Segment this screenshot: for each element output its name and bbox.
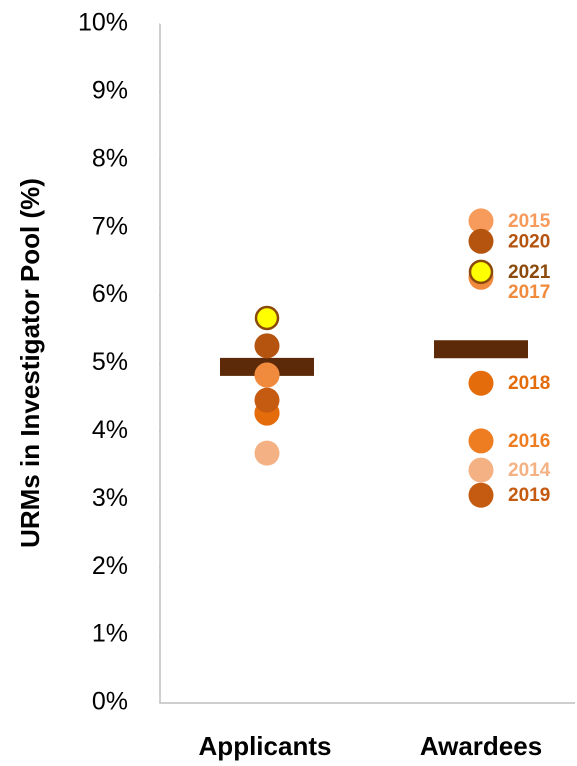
legend-label: 2020 (508, 231, 550, 252)
y-tick-label: 7% (92, 212, 128, 240)
y-tick-label: 2% (92, 552, 128, 580)
y-tick-label: 1% (92, 620, 128, 648)
dot (254, 362, 280, 388)
dot (254, 387, 280, 413)
dot (254, 440, 280, 466)
y-tick-label: 3% (92, 484, 128, 512)
x-tick-label: Applicants (199, 731, 332, 761)
y-axis-label: URMs in Investigator Pool (%) (15, 178, 45, 548)
x-tick-label: Awardees (420, 731, 542, 761)
dot (468, 259, 494, 285)
legend-label: 2016 (508, 431, 550, 452)
y-tick-label: 9% (92, 77, 128, 105)
dot (468, 482, 494, 508)
dot (468, 208, 494, 234)
legend-label: 2017 (508, 282, 550, 303)
dot (468, 370, 494, 396)
y-tick-label: 8% (92, 144, 128, 172)
mean-bar (434, 340, 528, 359)
dot (254, 333, 280, 359)
dot (254, 305, 280, 331)
dot (468, 428, 494, 454)
y-tick-label: 0% (92, 688, 128, 716)
legend-label: 2015 (508, 211, 551, 232)
y-tick-label: 5% (92, 348, 128, 376)
legend-label: 2018 (508, 373, 550, 394)
y-tick-label: 4% (92, 416, 128, 444)
dot (468, 228, 494, 254)
y-tick-label: 6% (92, 280, 128, 308)
dot (468, 457, 494, 483)
legend-label: 2019 (508, 485, 550, 506)
legend-label: 2014 (508, 460, 551, 481)
legend-label: 2021 (508, 262, 551, 283)
y-tick-label: 10% (78, 9, 128, 37)
